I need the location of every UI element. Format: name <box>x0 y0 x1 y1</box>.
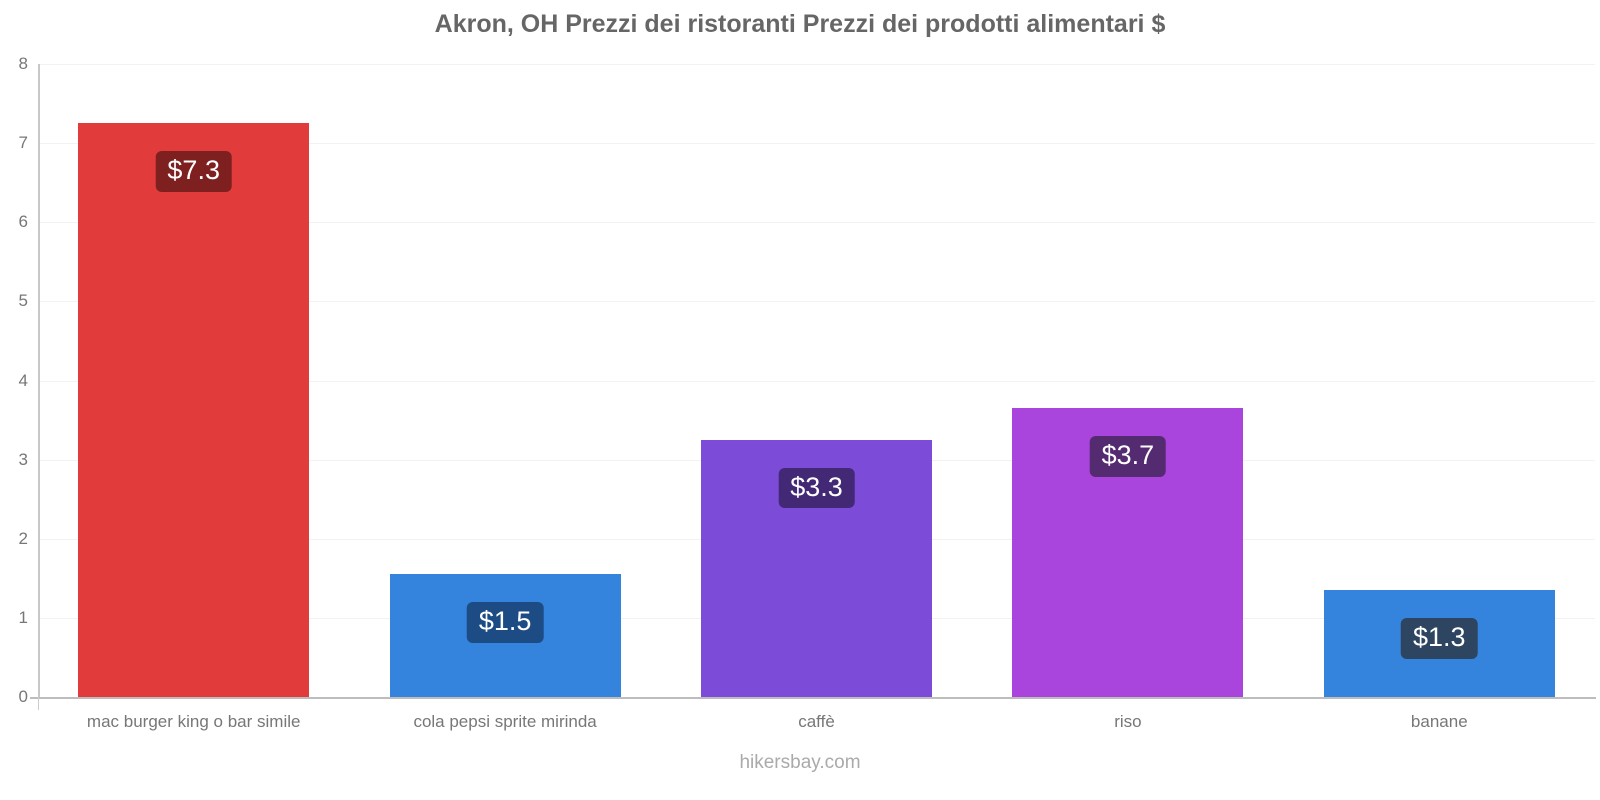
gridline <box>38 301 1595 303</box>
plot-area: $7.3 $1.5 $3.3 $3.7 $1.3 <box>38 64 1595 697</box>
y-axis-line <box>38 64 40 697</box>
y-axis-tick-label: 5 <box>18 291 28 311</box>
y-axis-tick-label: 1 <box>18 607 28 627</box>
x-axis-tick-labels: mac burger king o bar simile cola pepsi s… <box>38 712 1595 742</box>
y-axis-tick-labels: 0 1 2 3 4 5 6 7 8 <box>0 54 28 706</box>
bar-value-label: $3.7 <box>1089 436 1167 477</box>
y-axis-tick-label: 0 <box>18 687 28 706</box>
watermark-label: hikersbay.com <box>739 752 861 773</box>
y-axis-tick-label: 7 <box>18 133 28 153</box>
x-axis-tick-label: mac burger king o bar simile <box>86 712 301 731</box>
y-axis-tick-label: 6 <box>18 212 28 232</box>
chart-title: Akron, OH Prezzi dei ristoranti Prezzi d… <box>434 10 1166 38</box>
x-axis-line <box>30 697 1596 699</box>
x-axis-tick-label: cola pepsi sprite mirinda <box>413 712 597 731</box>
bar-value-label: $7.3 <box>155 151 232 192</box>
x-axis-origin-tick <box>38 697 39 710</box>
x-axis-tick-label: caffè <box>798 712 835 731</box>
x-axis-tick-label: banane <box>1410 712 1468 731</box>
gridline <box>38 64 1595 65</box>
gridline <box>38 143 1595 145</box>
y-axis-tick-label: 2 <box>18 528 28 548</box>
bar[interactable] <box>78 123 310 697</box>
y-axis-tick-label: 4 <box>18 370 28 390</box>
y-axis-tick-label: 8 <box>18 54 28 73</box>
x-axis-tick-label: riso <box>1114 712 1142 731</box>
gridline <box>38 222 1595 224</box>
bar-value-label: $1.5 <box>466 602 544 643</box>
gridline <box>38 380 1595 382</box>
bar-value-label: $1.3 <box>1401 618 1478 659</box>
y-axis-tick-label: 3 <box>18 449 28 469</box>
bar-value-label: $3.3 <box>778 467 855 509</box>
